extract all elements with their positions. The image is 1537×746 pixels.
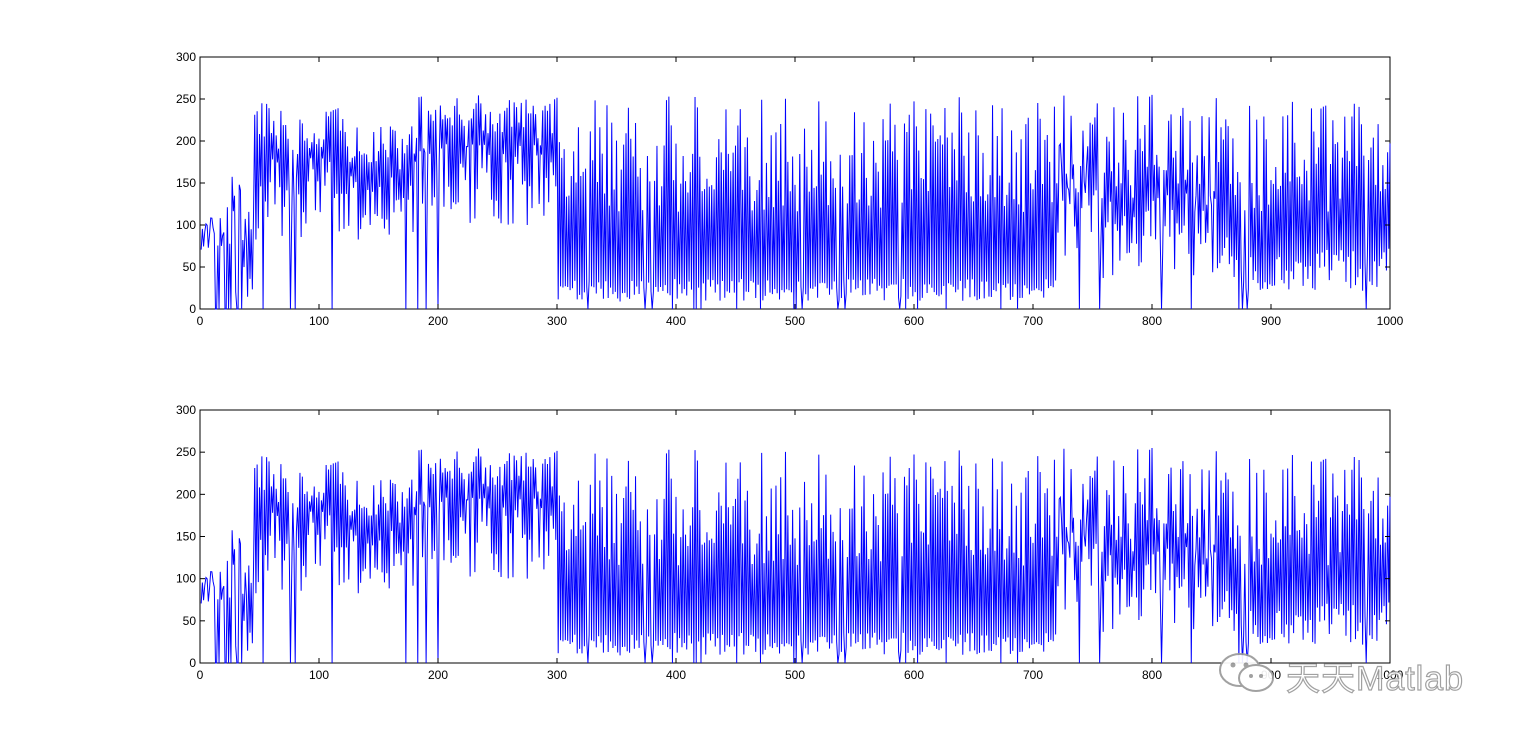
y-tick-label: 300	[176, 403, 196, 417]
y-tick-label: 100	[176, 572, 196, 586]
x-tick-label: 700	[1023, 314, 1043, 328]
x-tick-label: 300	[547, 314, 567, 328]
y-tick-label: 250	[176, 445, 196, 459]
x-tick-label: 100	[309, 314, 329, 328]
x-tick-label: 700	[1023, 668, 1043, 682]
axes-box	[199, 56, 1391, 310]
x-tick-label: 1000	[1377, 314, 1404, 328]
x-tick-label: 0	[197, 668, 204, 682]
watermark-text: 天天Matlab	[1285, 659, 1465, 698]
x-tick-label: 400	[666, 314, 686, 328]
x-tick-label: 200	[428, 668, 448, 682]
y-tick-label: 50	[183, 614, 197, 628]
y-tick-label: 150	[176, 530, 196, 544]
x-tick-label: 800	[1142, 314, 1162, 328]
x-tick-label: 100	[309, 668, 329, 682]
y-tick-label: 0	[189, 302, 196, 316]
axes-box	[199, 409, 1391, 664]
wechat-icon	[1216, 650, 1278, 701]
x-tick-label: 0	[197, 314, 204, 328]
x-tick-label: 200	[428, 314, 448, 328]
x-tick-label: 500	[785, 668, 805, 682]
y-tick-label: 50	[183, 260, 197, 274]
x-tick-label: 500	[785, 314, 805, 328]
y-tick-label: 300	[176, 50, 196, 64]
x-tick-label: 800	[1142, 668, 1162, 682]
y-tick-label: 200	[176, 134, 196, 148]
y-tick-label: 200	[176, 487, 196, 501]
watermark: 天天Matlab	[1216, 650, 1464, 700]
x-tick-label: 400	[666, 668, 686, 682]
bottom-axes: 0100200300400500600700800900100005010015…	[176, 403, 1404, 682]
x-tick-label: 600	[904, 314, 924, 328]
y-tick-label: 150	[176, 176, 196, 190]
x-tick-label: 300	[547, 668, 567, 682]
x-tick-label: 1000	[1377, 668, 1404, 682]
y-tick-label: 0	[189, 656, 196, 670]
x-tick-label: 900	[1261, 314, 1281, 328]
top-axes: 0 100 200 300 400 500 600 700 800 900 1000 0 50 100 15…	[176, 50, 1404, 328]
y-tick-label: 100	[176, 218, 196, 232]
data-series-line	[200, 94, 1391, 310]
data-series-line	[200, 447, 1391, 664]
y-tick-label: 250	[176, 92, 196, 106]
x-tick-label: 600	[904, 668, 924, 682]
